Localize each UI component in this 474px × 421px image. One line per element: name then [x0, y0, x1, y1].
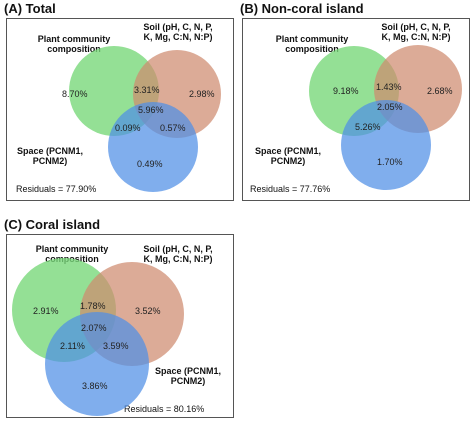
panel-c-soil-label-line2: K, Mg, C:N, N:P) — [143, 254, 213, 264]
panel-b-space-only-value: 1.70% — [377, 157, 403, 167]
panel-a-space-label-line1: Space (PCNM1, — [16, 146, 84, 156]
panel-c-soil-label: Soil (pH, C, N, P, K, Mg, C:N, N:P) — [124, 244, 232, 264]
panel-b-plant-only-value: 9.18% — [333, 86, 359, 96]
panel-b-space-label: Space (PCNM1, PCNM2) — [246, 146, 330, 166]
panel-a-venn: 8.70% 3.31% 2.98% 5.96% 0.09% 0.57% 0.49… — [62, 46, 221, 192]
panel-a-soil-label-line2: K, Mg, C:N, N:P) — [143, 32, 213, 42]
panel-b-space-label-line1: Space (PCNM1, — [254, 146, 322, 156]
panel-b-all-value: 2.05% — [377, 102, 403, 112]
panel-a-space-label-line2: PCNM2) — [32, 156, 68, 166]
panel-a-residuals: Residuals = 77.90% — [16, 184, 97, 194]
panel-c-residuals: Residuals = 80.16% — [124, 404, 205, 414]
panel-b-soil-label: Soil (pH, C, N, P, K, Mg, C:N, N:P) — [362, 22, 470, 42]
panel-b-soil-only-value: 2.68% — [427, 86, 453, 96]
panel-a-space-circle — [108, 102, 198, 192]
panel-b-space-circle — [341, 100, 431, 190]
panel-c-title: (C) Coral island — [4, 217, 101, 232]
panel-b-plant-soil-value: 1.43% — [376, 82, 402, 92]
panel-a-all-value: 5.96% — [138, 105, 164, 115]
panel-b-soil-label-line1: Soil (pH, C, N, P, — [381, 22, 451, 32]
panel-b-space-label-line2: PCNM2) — [270, 156, 306, 166]
panel-c-soil-only-value: 3.52% — [135, 306, 161, 316]
panel-c-venn: 2.91% 1.78% 3.52% 2.07% 2.11% 3.59% 3.86… — [12, 258, 184, 416]
panel-b-plant-label-line1: Plant community — [275, 34, 349, 44]
panel-a-plant-label-line1: Plant community — [37, 34, 111, 44]
panel-a-space-only-value: 0.49% — [137, 159, 163, 169]
panel-a-plant-only-value: 8.70% — [62, 89, 88, 99]
panel-a-title: (A) Total — [4, 1, 56, 16]
panel-c-soil-space-value: 3.59% — [103, 341, 129, 351]
panel-a-soil-space-value: 0.57% — [160, 123, 186, 133]
panel-b-title: (B) Non-coral island — [240, 1, 364, 16]
panel-c-plant-label-line1: Plant community — [35, 244, 109, 254]
panel-c-plant-soil-value: 1.78% — [80, 301, 106, 311]
panel-a-soil-only-value: 2.98% — [189, 89, 215, 99]
panel-a-plant-soil-value: 3.31% — [134, 85, 160, 95]
panel-b-plant-label: Plant community composition — [262, 34, 362, 54]
panel-a-plant-space-value: 0.09% — [115, 123, 141, 133]
panel-a-space-label: Space (PCNM1, PCNM2) — [8, 146, 92, 166]
panel-c-space-label-line1: Space (PCNM1, — [154, 366, 222, 376]
panel-a-plant-label-line2: composition — [47, 44, 101, 54]
panel-b-plant-label-line2: composition — [285, 44, 339, 54]
panel-c-soil-label-line1: Soil (pH, C, N, P, — [143, 244, 213, 254]
panel-c-space-circle — [45, 312, 149, 416]
panel-a-soil-label-line1: Soil (pH, C, N, P, — [143, 22, 213, 32]
panel-a-soil-label: Soil (pH, C, N, P, K, Mg, C:N, N:P) — [124, 22, 232, 42]
panel-b-residuals: Residuals = 77.76% — [250, 184, 331, 194]
panel-b-venn: 9.18% 1.43% 2.68% 2.05% 5.26% 1.70% — [309, 45, 462, 190]
panel-b-plant-space-value: 5.26% — [355, 122, 381, 132]
panel-c-space-only-value: 3.86% — [82, 381, 108, 391]
panel-c-all-value: 2.07% — [81, 323, 107, 333]
panel-c-plant-only-value: 2.91% — [33, 306, 59, 316]
panel-c-plant-space-value: 2.11% — [60, 341, 85, 351]
panel-c-space-label: Space (PCNM1, PCNM2) — [144, 366, 232, 386]
panel-b-soil-label-line2: K, Mg, C:N, N:P) — [381, 32, 451, 42]
panel-a-plant-label: Plant community composition — [24, 34, 124, 54]
panel-c-space-label-line2: PCNM2) — [170, 376, 206, 386]
